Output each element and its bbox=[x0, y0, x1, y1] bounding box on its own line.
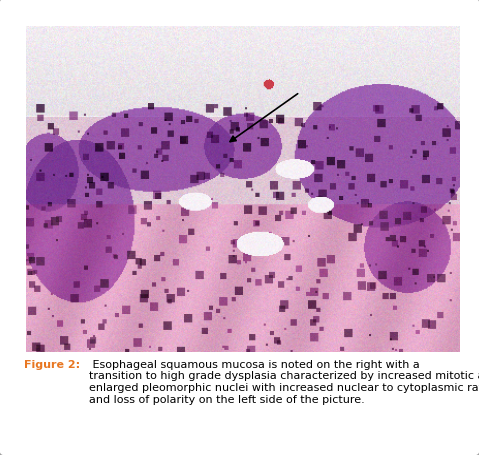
Text: Figure 2:: Figure 2: bbox=[24, 359, 80, 369]
Text: Esophageal squamous mucosa is noted on the right with a
transition to high grade: Esophageal squamous mucosa is noted on t… bbox=[89, 359, 479, 404]
